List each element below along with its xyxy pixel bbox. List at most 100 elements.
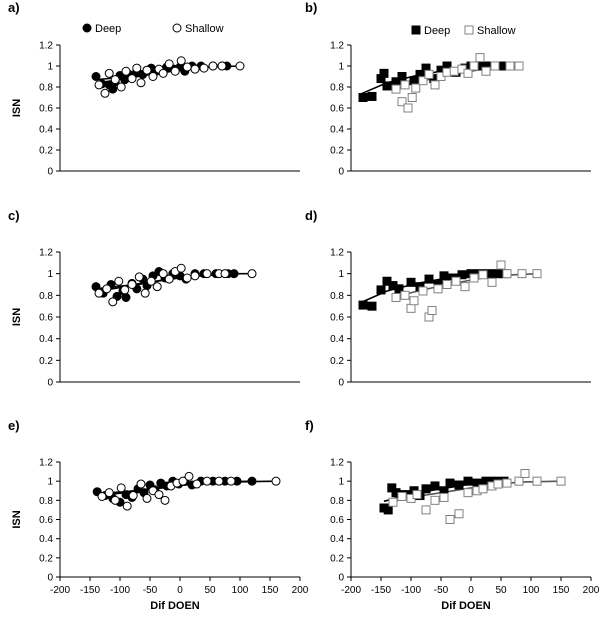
x-tick-label: 150 [262,585,279,596]
point-deep [430,481,440,491]
point-shallow [502,478,512,488]
point-shallow [158,269,168,279]
point-shallow [176,263,186,273]
legend-marker [411,25,421,35]
point-deep [454,480,464,490]
point-shallow [418,286,428,296]
y-tick-label: 1.2 [39,248,53,259]
panel-label: b) [305,0,317,15]
point-shallow [397,492,407,501]
panel-label: e) [8,418,20,433]
point-shallow [407,93,417,102]
y-tick-label: 0.6 [330,313,344,324]
point-deep [367,301,377,311]
x-tick-label: -50 [434,585,449,596]
panel-e: e) 0 0.2 0.4 0.6 0.8 1 1.2 -200 -150 -100 -50 0 50 100… [8,418,309,612]
point-shallow [451,276,461,286]
point-deep [445,478,455,488]
x-axis-label: Dif DOEN [150,600,200,612]
y-tick-label: 1.2 [39,458,53,469]
point-shallow [449,66,459,76]
point-shallow [136,479,146,489]
point-shallow [202,269,212,279]
point-shallow [271,476,281,486]
point-deep [91,72,101,81]
point-deep [358,93,368,102]
point-deep [439,271,449,281]
point-shallow [136,78,146,88]
y-axis-label: ISN [11,308,23,326]
panel-c: c) 0 0.2 0.4 0.6 0.8 1 1.2 ISN [8,208,300,389]
x-tick-label: -50 [143,585,158,596]
point-shallow [469,273,479,283]
point-shallow [514,61,524,71]
point-deep [367,91,377,101]
x-tick-label: -200 [50,585,70,596]
y-tick-label: 0.2 [330,553,344,564]
y-tick-label: 1 [47,269,53,280]
point-shallow [226,476,236,486]
point-shallow [481,66,491,76]
point-shallow [148,72,158,81]
y-tick-label: 0.8 [330,496,344,507]
point-shallow [411,83,421,93]
y-tick-label: 0.6 [330,515,344,526]
point-shallow [478,270,488,280]
point-shallow [116,82,126,92]
point-shallow [184,471,194,481]
point-shallow [247,269,257,279]
point-deep [121,293,131,302]
y-tick-label: 0 [338,167,344,178]
point-shallow [94,80,104,90]
legend-marker [464,25,474,35]
legend-marker [172,23,182,33]
point-deep [229,269,239,279]
point-shallow [412,490,422,500]
point-shallow [487,277,497,287]
point-shallow [208,61,218,71]
point-shallow [442,280,452,289]
y-tick-label: 1 [47,62,53,73]
point-shallow [460,282,470,292]
y-tick-label: 0.6 [39,313,53,324]
point-shallow [502,269,512,279]
point-shallow [127,280,137,289]
panel-f: f) 0 0.2 0.4 0.6 0.8 1 1.2 -200 -150 -100 -50 0 50 100… [305,418,600,612]
y-tick-label: 1.2 [39,41,53,52]
point-shallow [406,303,416,313]
panel-label: a) [8,0,20,15]
point-shallow [520,469,530,478]
point-deep [108,84,118,94]
legend-label: Deep [95,23,121,35]
y-tick-label: 0.4 [39,334,53,345]
point-shallow [154,490,164,500]
point-shallow [430,495,440,505]
y-tick-label: 0.4 [39,534,53,545]
point-shallow [463,68,473,78]
point-shallow [220,269,230,279]
point-shallow [108,297,118,307]
point-shallow [190,64,200,74]
point-shallow [104,488,114,498]
point-shallow [235,61,245,71]
point-deep [457,270,467,280]
point-deep [424,274,434,284]
point-shallow [469,61,479,71]
y-tick-label: 1 [47,477,53,488]
point-shallow [116,483,126,493]
point-shallow [170,66,180,76]
point-shallow [514,476,524,486]
y-tick-label: 0 [47,378,53,389]
point-shallow [158,68,168,78]
panel-d: d) 0 0.2 0.4 0.6 0.8 1 1.2 [305,208,591,389]
point-shallow [134,272,144,282]
point-shallow [114,276,124,286]
point-shallow [214,476,224,486]
point-shallow [424,69,434,79]
point-shallow [418,76,428,86]
x-tick-label: 200 [583,585,600,596]
x-tick-label: 50 [495,585,507,596]
point-deep [358,300,368,310]
y-tick-label: 1 [338,477,344,488]
panel-b: b) 0 0.2 0.4 0.6 0.8 1 1.2 Deep Shallow [305,0,591,178]
